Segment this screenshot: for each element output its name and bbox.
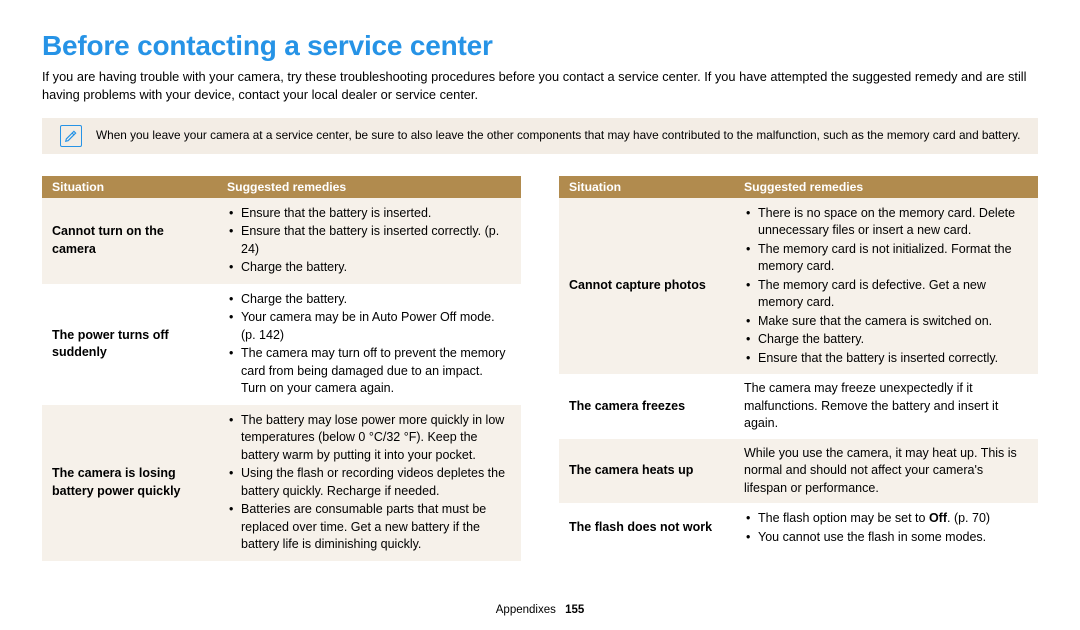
situation-cell: Cannot capture photos bbox=[559, 198, 734, 375]
remedy-item: The memory card is defective. Get a new … bbox=[744, 277, 1028, 312]
remedy-cell: While you use the camera, it may heat up… bbox=[734, 439, 1038, 504]
remedy-list: The flash option may be set to Off. (p. … bbox=[744, 510, 1028, 546]
footer-section: Appendixes bbox=[496, 604, 556, 616]
remedy-item: Ensure that the battery is inserted. bbox=[227, 205, 511, 223]
remedy-item: Charge the battery. bbox=[227, 259, 511, 277]
remedy-text: The camera may freeze unexpectedly if it… bbox=[744, 381, 998, 430]
page-title: Before contacting a service center bbox=[42, 30, 1038, 62]
remedy-item: Your camera may be in Auto Power Off mod… bbox=[227, 309, 511, 344]
content-columns: Situation Suggested remedies Cannot turn… bbox=[42, 176, 1038, 561]
remedy-item: Make sure that the camera is switched on… bbox=[744, 313, 1028, 331]
remedy-item: Using the flash or recording videos depl… bbox=[227, 465, 511, 500]
note-box: When you leave your camera at a service … bbox=[42, 118, 1038, 154]
remedy-cell: There is no space on the memory card. De… bbox=[734, 198, 1038, 375]
remedy-cell: The flash option may be set to Off. (p. … bbox=[734, 503, 1038, 553]
remedy-cell: The camera may freeze unexpectedly if it… bbox=[734, 374, 1038, 439]
remedy-text: While you use the camera, it may heat up… bbox=[744, 446, 1017, 495]
remedy-item: There is no space on the memory card. De… bbox=[744, 205, 1028, 240]
situation-cell: The power turns off suddenly bbox=[42, 284, 217, 405]
header-remedies: Suggested remedies bbox=[734, 176, 1038, 198]
situation-cell: The flash does not work bbox=[559, 503, 734, 553]
table-row: The camera freezesThe camera may freeze … bbox=[559, 374, 1038, 439]
page-footer: Appendixes 155 bbox=[0, 604, 1080, 616]
remedy-list: There is no space on the memory card. De… bbox=[744, 205, 1028, 368]
remedy-item: The memory card is not initialized. Form… bbox=[744, 241, 1028, 276]
remedy-list: Ensure that the battery is inserted.Ensu… bbox=[227, 205, 511, 277]
table-row: The camera is losing battery power quick… bbox=[42, 405, 521, 561]
table-row: The power turns off suddenlyCharge the b… bbox=[42, 284, 521, 405]
troubleshooting-table-right: Situation Suggested remedies Cannot capt… bbox=[559, 176, 1038, 554]
table-row: Cannot turn on the cameraEnsure that the… bbox=[42, 198, 521, 284]
troubleshooting-table-left: Situation Suggested remedies Cannot turn… bbox=[42, 176, 521, 561]
right-column: Situation Suggested remedies Cannot capt… bbox=[559, 176, 1038, 561]
remedy-item: Ensure that the battery is inserted corr… bbox=[744, 350, 1028, 368]
remedy-item: The flash option may be set to Off. (p. … bbox=[744, 510, 1028, 528]
remedy-cell: Ensure that the battery is inserted.Ensu… bbox=[217, 198, 521, 284]
remedy-item: Charge the battery. bbox=[744, 331, 1028, 349]
remedy-cell: The battery may lose power more quickly … bbox=[217, 405, 521, 561]
remedy-list: Charge the battery.Your camera may be in… bbox=[227, 291, 511, 398]
remedy-item: You cannot use the flash in some modes. bbox=[744, 529, 1028, 547]
remedy-item: Charge the battery. bbox=[227, 291, 511, 309]
table-row: The flash does not work The flash option … bbox=[559, 503, 1038, 553]
header-situation: Situation bbox=[559, 176, 734, 198]
situation-cell: The camera is losing battery power quick… bbox=[42, 405, 217, 561]
intro-text: If you are having trouble with your came… bbox=[42, 68, 1038, 104]
footer-page-number: 155 bbox=[565, 604, 584, 616]
note-icon bbox=[60, 125, 82, 147]
remedy-list: The battery may lose power more quickly … bbox=[227, 412, 511, 554]
remedy-item: The battery may lose power more quickly … bbox=[227, 412, 511, 465]
remedy-cell: Charge the battery.Your camera may be in… bbox=[217, 284, 521, 405]
remedy-item: Ensure that the battery is inserted corr… bbox=[227, 223, 511, 258]
table-row: The camera heats upWhile you use the cam… bbox=[559, 439, 1038, 504]
situation-cell: The camera heats up bbox=[559, 439, 734, 504]
remedy-item: The camera may turn off to prevent the m… bbox=[227, 345, 511, 398]
remedy-item: Batteries are consumable parts that must… bbox=[227, 501, 511, 554]
header-situation: Situation bbox=[42, 176, 217, 198]
header-remedies: Suggested remedies bbox=[217, 176, 521, 198]
situation-cell: The camera freezes bbox=[559, 374, 734, 439]
note-text: When you leave your camera at a service … bbox=[96, 128, 1020, 142]
table-row: Cannot capture photos There is no space o… bbox=[559, 198, 1038, 375]
left-column: Situation Suggested remedies Cannot turn… bbox=[42, 176, 521, 561]
situation-cell: Cannot turn on the camera bbox=[42, 198, 217, 284]
